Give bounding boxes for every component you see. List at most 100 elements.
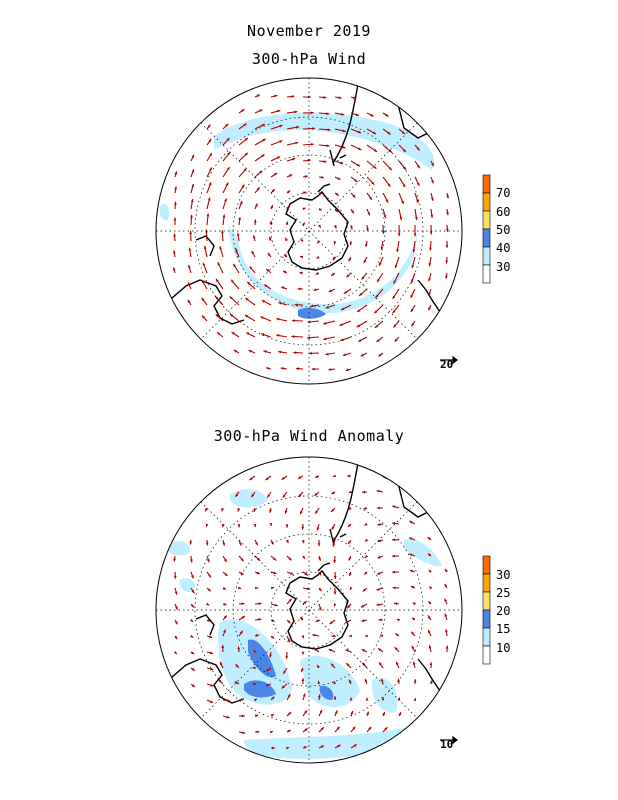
top-wind-arrow — [253, 219, 257, 226]
top-colorbar — [482, 174, 491, 284]
top-wind-arrow — [229, 313, 240, 322]
top-colorbar-swatch — [482, 264, 491, 284]
top-wind-arrow — [446, 208, 449, 216]
bottom-anomaly-arrow — [428, 569, 432, 573]
top-wind-arrow — [300, 238, 304, 243]
top-wind-arrow — [427, 304, 432, 311]
top-wind-arrow — [219, 246, 224, 258]
top-colorbar-swatch — [482, 246, 491, 266]
top-wind-arrow — [348, 256, 352, 262]
top-wind-arrow — [285, 221, 289, 226]
top-wind-arrow — [343, 288, 352, 295]
top-wind-arrow — [366, 176, 375, 185]
bottom-anomaly-arrow — [444, 568, 448, 573]
top-wind-arrow — [358, 288, 368, 297]
bottom-anomaly-arrow — [174, 603, 179, 610]
top-wind-arrow — [311, 367, 320, 371]
top-wind-arrow — [270, 188, 276, 194]
top-wind-arrow — [340, 336, 352, 342]
top-wind-arrow — [366, 128, 377, 135]
bottom-anomaly-arrow — [285, 539, 289, 544]
top-wind-arrow — [206, 124, 211, 130]
top-wind-arrow — [318, 207, 323, 211]
top-wind-arrow — [235, 248, 240, 258]
top-wind-arrow — [214, 295, 224, 306]
top-wind-arrow — [332, 256, 336, 261]
top-wind-arrow — [366, 224, 369, 232]
top-wind-arrow — [302, 111, 314, 115]
top-wind-arrow — [396, 240, 400, 253]
bottom-anomaly-arrow — [253, 649, 257, 654]
top-wind-arrow — [445, 256, 449, 264]
bottom-anomaly-arrow — [413, 697, 417, 702]
top-wind-arrow — [445, 240, 449, 248]
top-wind-arrow — [294, 303, 304, 307]
top-wind-arrow — [251, 250, 256, 258]
top-wind-arrow — [430, 160, 435, 167]
top-wind-arrow — [238, 216, 242, 226]
top-wind-arrow — [280, 286, 288, 290]
bottom-anomaly-arrow — [206, 619, 211, 622]
bottom-anomaly-arrow — [302, 555, 306, 560]
top-wind-arrow — [215, 313, 224, 322]
bottom-anomaly-arrow — [265, 667, 272, 672]
bottom-anomaly-arrow — [376, 603, 384, 606]
bottom-anomaly-arrow — [238, 555, 244, 562]
top-wind-arrow — [221, 230, 224, 242]
top-wind-arrow — [366, 192, 373, 201]
bottom-anomaly-arrow — [394, 633, 400, 637]
top-wind-arrow — [310, 304, 320, 308]
bottom-anomaly-arrow — [221, 644, 225, 653]
bottom-anomaly-arrow — [333, 587, 337, 595]
bottom-anomaly-arrow — [299, 507, 304, 515]
top-wind-arrow — [382, 192, 389, 203]
top-wind-arrow — [252, 235, 256, 242]
bottom-anomaly-arrow — [361, 619, 368, 623]
bottom-reference-value: 10 — [440, 738, 454, 751]
top-wind-arrow — [286, 157, 296, 162]
bottom-anomaly-shade — [371, 678, 398, 713]
top-wind-arrow — [328, 368, 336, 371]
bottom-anomaly-arrow — [330, 507, 336, 513]
bottom-anomaly-arrow — [206, 651, 214, 655]
bottom-anomaly-arrow — [173, 571, 177, 579]
bottom-anomaly-arrow — [301, 635, 305, 639]
bottom-anomaly-arrow — [173, 555, 177, 562]
bottom-anomaly-arrow — [300, 667, 304, 673]
top-wind-arrow — [174, 171, 178, 178]
bottom-anomaly-arrow — [429, 662, 433, 669]
top-wind-arrow — [238, 200, 243, 210]
bottom-anomaly-arrow — [376, 571, 384, 575]
top-wind-arrow — [276, 334, 288, 338]
top-wind-arrow — [318, 144, 330, 148]
top-wind-arrow — [356, 320, 368, 328]
top-wind-arrow — [203, 245, 208, 258]
bottom-anomaly-arrow — [265, 683, 272, 687]
bottom-anomaly-arrow — [253, 523, 257, 528]
top-colorbar-label-2: 60 — [496, 205, 511, 219]
bottom-anomaly-arrow — [333, 603, 337, 607]
top-wind-arrow — [206, 138, 212, 146]
top-wind-arrow — [318, 224, 322, 229]
bottom-anomaly-arrow — [318, 587, 322, 592]
top-wind-map — [155, 77, 463, 385]
top-wind-arrow — [378, 352, 384, 357]
top-colorbar-label-1: 70 — [496, 186, 511, 200]
main-title: November 2019 — [247, 22, 371, 40]
bottom-anomaly-arrow — [282, 491, 288, 498]
bottom-colorbar-swatch — [482, 627, 491, 647]
bottom-anomaly-arrow — [221, 507, 224, 512]
bottom-anomaly-arrow — [281, 683, 288, 689]
bottom-anomaly-arrow — [237, 507, 241, 512]
top-wind-arrow — [263, 284, 272, 290]
top-speed-shading — [159, 112, 435, 319]
top-wind-arrow — [411, 256, 416, 269]
top-wind-arrow — [445, 272, 448, 279]
bottom-anomaly-arrow — [348, 555, 352, 561]
bottom-anomaly-arrow — [410, 585, 416, 589]
top-wind-arrow — [222, 151, 231, 162]
top-wind-arrow — [345, 368, 352, 372]
top-wind-arrow — [376, 336, 384, 343]
bottom-anomaly-arrow — [219, 661, 224, 669]
bottom-anomaly-arrow — [334, 744, 341, 749]
